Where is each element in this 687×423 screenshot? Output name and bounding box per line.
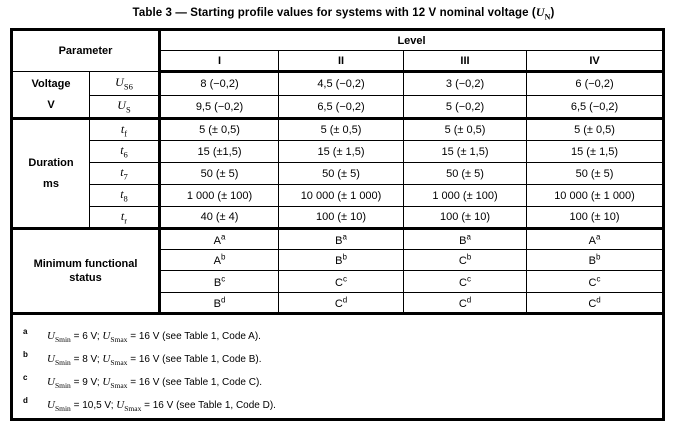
value-cell: 9,5 (−0,2) [159,95,280,120]
value-cell: 50 (± 5) [159,162,280,185]
footnote-text: = 9 V; [70,377,103,388]
table-title: Table 3 — Starting profile values for sy… [0,5,687,21]
status-cell: Ab [159,249,280,271]
status-cell: Cd [526,292,665,315]
value-cell: 6,5 (−0,2) [278,95,405,120]
status-cell: Ba [403,228,528,250]
status-cell: Cc [403,270,528,293]
symbol-cell-tf: tf [88,118,162,141]
usmax-symbol: USmax [102,353,128,368]
usmin-symbol: USmin [47,353,71,368]
voltage-symbol: U [535,5,545,19]
symbol-cell-us6: US6 [88,71,162,96]
footnote-text: = 16 V (see Table 1, Code C). [127,377,263,388]
status-cell: Bc [159,270,280,293]
value-cell: 5 (± 0,5) [526,118,665,141]
symbol-cell-t6: t6 [88,140,162,163]
duration-group-unit: ms [43,177,59,190]
voltage-group-unit: V [47,98,55,111]
status-cell: Cc [278,270,405,293]
value-cell: 40 (± 4) [159,206,280,230]
value-cell: 6,5 (−0,2) [526,95,665,120]
value-cell: 50 (± 5) [403,162,528,185]
table-title-close: ) [550,7,555,19]
status-cell: Bd [159,292,280,315]
value-cell: 100 (± 10) [526,206,665,230]
status-cell: Cb [403,249,528,271]
parameter-header-cell: Parameter [10,29,162,72]
footnote-line-b: b USmin = 8 V; USmax = 16 V (see Table 1,… [21,344,652,367]
footnote-text: = 16 V (see Table 1, Code A). [127,331,261,342]
value-cell: 15 (± 1,5) [403,140,528,163]
footnote-text: = 16 V (see Table 1, Code D). [141,400,276,411]
status-group-cell: Minimum functional status [10,228,162,315]
footnote-text: = 6 V; [70,331,103,342]
footnote-marker-d: d [23,396,28,405]
voltage-symbol-subscript: N [544,12,551,22]
footnote-line-c: c USmin = 9 V; USmax = 16 V (see Table 1,… [21,367,652,390]
footnote-marker-b: b [23,350,28,359]
status-cell: Ba [278,228,405,250]
usmax-symbol: USmax [102,330,128,345]
value-cell: 100 (± 10) [403,206,528,230]
status-cell: Cd [403,292,528,315]
value-cell: 5 (−0,2) [403,95,528,120]
value-cell: 1 000 (± 100) [403,184,528,207]
value-cell: 5 (± 0,5) [278,118,405,141]
value-cell: 15 (± 1,5) [526,140,665,163]
status-group-label: Minimum functional status [33,258,138,284]
symbol-cell-t7: t7 [88,162,162,185]
value-cell: 1 000 (± 100) [159,184,280,207]
value-cell: 5 (± 0,5) [159,118,280,141]
value-cell: 3 (−0,2) [403,71,528,96]
level-column-header-1: I [159,50,280,73]
starting-profile-table: Parameter Level I II III IV Voltage V US… [10,28,666,421]
usmax-symbol: USmax [102,376,128,391]
status-cell: Cd [278,292,405,315]
symbol-cell-t8: t8 [88,184,162,207]
footnote-marker-c: c [23,373,28,382]
level-header-cell: Level [159,29,665,51]
symbol-cell-tr: tr [88,206,162,230]
footnote-text: = 10,5 V; [70,400,117,411]
voltage-group-cell: Voltage V [11,71,90,120]
value-cell: 50 (± 5) [526,162,665,185]
status-cell: Bb [526,249,665,271]
value-cell: 10 000 (± 1 000) [526,184,665,207]
level-column-header-3: III [403,50,528,73]
value-cell: 8 (−0,2) [159,71,280,96]
value-cell: 100 (± 10) [278,206,405,230]
footnote-text: = 8 V; [70,354,103,365]
footnote-marker-a: a [23,327,28,336]
symbol-cell-us: US [88,95,162,120]
value-cell: 4,5 (−0,2) [278,71,405,96]
usmin-symbol: USmin [47,376,71,391]
value-cell: 15 (± 1,5) [278,140,405,163]
voltage-group-label: Voltage [31,77,71,90]
table-title-text: Table 3 — Starting profile values for sy… [132,7,536,19]
level-column-header-2: II [278,50,405,73]
duration-group-label: Duration [28,156,74,169]
status-cell: Aa [159,228,280,250]
value-cell: 10 000 (± 1 000) [278,184,405,207]
value-cell: 50 (± 5) [278,162,405,185]
status-cell: Aa [526,228,665,250]
value-cell: 5 (± 0,5) [403,118,528,141]
footnote-line-d: d USmin = 10,5 V; USmax = 16 V (see Table… [21,390,652,413]
level-column-header-4: IV [526,50,665,73]
usmin-symbol: USmin [47,399,71,414]
value-cell: 6 (−0,2) [526,71,665,96]
footnotes-cell: a USmin = 6 V; USmax = 16 V (see Table 1,… [10,313,665,420]
usmax-symbol: USmax [116,399,142,414]
status-cell: Bb [278,249,405,271]
usmin-symbol: USmin [47,330,71,345]
footnote-line-a: a USmin = 6 V; USmax = 16 V (see Table 1,… [21,321,652,344]
status-cell: Cc [526,270,665,293]
footnote-text: = 16 V (see Table 1, Code B). [127,354,262,365]
value-cell: 15 (±1,5) [159,140,280,163]
duration-group-cell: Duration ms [11,118,90,230]
